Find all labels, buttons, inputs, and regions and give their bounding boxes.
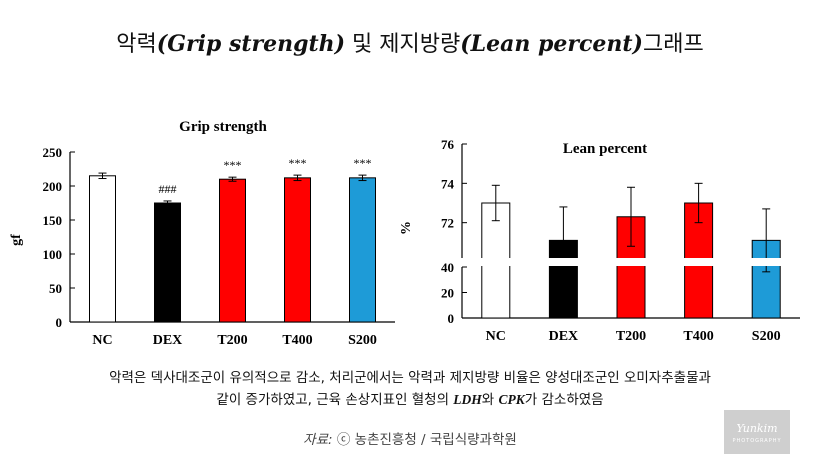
grip-bar-t400 (284, 177, 311, 323)
lean-axis-break-gap (455, 258, 805, 266)
lean-y-tick-label: 20 (441, 286, 454, 301)
lean-y-tick-label: 72 (441, 216, 454, 231)
grip-x-tick-label: S200 (348, 333, 377, 348)
title-part-5: 그래프 (642, 32, 704, 57)
source-credit: 자료: ⓒ 농촌진흥청 / 국립식량과학원 (0, 428, 820, 448)
copyright-icon: ⓒ (336, 432, 351, 448)
grip-y-tick-label: 250 (43, 145, 63, 160)
logo-tag: PHOTOGRAPHY (732, 438, 782, 444)
caption: 악력은 덱사대조군이 유의적으로 감소, 처리군에서는 악력과 제지방량 비율은… (40, 368, 780, 411)
lean-y-tick-label: 40 (441, 260, 454, 275)
lean-y-tick-label: 76 (441, 137, 455, 152)
lean-y-tick-label: 0 (448, 311, 455, 326)
grip-x-tick-label: T200 (217, 333, 247, 348)
grip-x-tick-label: NC (92, 333, 112, 348)
caption-cpk: CPK (498, 392, 525, 407)
caption-ldh: LDH (453, 392, 482, 407)
lean-y-label: % (399, 221, 414, 235)
grip-chart-title: Grip strength (179, 119, 267, 135)
title-part-4: (Lean percent) (460, 31, 643, 57)
grip-significance-label: ### (159, 182, 177, 196)
caption-line-1: 악력은 덱사대조군이 유의적으로 감소, 처리군에서는 악력과 제지방량 비율은… (109, 370, 711, 386)
grip-bar-nc (89, 175, 116, 323)
lean-chart: Lean percent % 72 74 76 0 20 40 NC DEX T200 T400… (399, 137, 805, 344)
caption-line-2a: 같이 증가하였고, 근육 손상지표인 혈청의 (216, 392, 454, 408)
lean-x-tick-label: NC (486, 329, 506, 344)
lean-x-tick-label: T200 (616, 329, 646, 344)
lean-chart-title: Lean percent (563, 141, 647, 157)
grip-y-tick-label: 200 (43, 179, 63, 194)
caption-line-2b: 와 (481, 392, 499, 408)
lean-x-tick-label: S200 (752, 329, 781, 344)
grip-x-tick-label: T400 (282, 333, 312, 348)
source-label: 자료: (303, 432, 333, 448)
watermark-logo: Yunkim PHOTOGRAPHY (724, 410, 790, 454)
title-part-1: 악력 (116, 32, 157, 57)
source-text: 농촌진흥청 / 국립식량과학원 (350, 432, 517, 448)
grip-significance-label: *** (289, 156, 307, 170)
caption-line-2: 같이 증가하였고, 근육 손상지표인 혈청의 LDH와 CPK가 감소하였음 (40, 389, 780, 411)
grip-x-tick-label: DEX (153, 333, 183, 348)
page-title: 악력(Grip strength) 및 제지방량(Lean percent)그래… (0, 26, 820, 58)
grip-y-label: gf (9, 234, 24, 246)
caption-line-2c: 가 감소하였음 (524, 392, 604, 408)
grip-y-tick-label: 100 (43, 247, 63, 262)
grip-y-tick-label: 0 (56, 315, 63, 330)
lean-x-tick-label: T400 (683, 329, 713, 344)
grip-y-tick-label: 50 (49, 281, 62, 296)
grip-bar-t200 (219, 178, 246, 323)
title-part-2: (Grip strength) (156, 31, 346, 57)
title-part-3: 및 제지방량 (345, 32, 461, 57)
lean-x-tick-label: DEX (549, 329, 579, 344)
grip-chart: Grip strength gf 0 50 100 150 200 250 NC ### DE… (9, 119, 395, 348)
grip-significance-label: *** (354, 156, 372, 170)
grip-bar-dex (154, 202, 181, 323)
logo-name: Yunkim (736, 422, 778, 435)
grip-significance-label: *** (224, 158, 242, 172)
grip-y-tick-label: 150 (43, 213, 63, 228)
lean-y-tick-label: 74 (441, 176, 455, 191)
grip-bar-s200 (349, 177, 376, 323)
